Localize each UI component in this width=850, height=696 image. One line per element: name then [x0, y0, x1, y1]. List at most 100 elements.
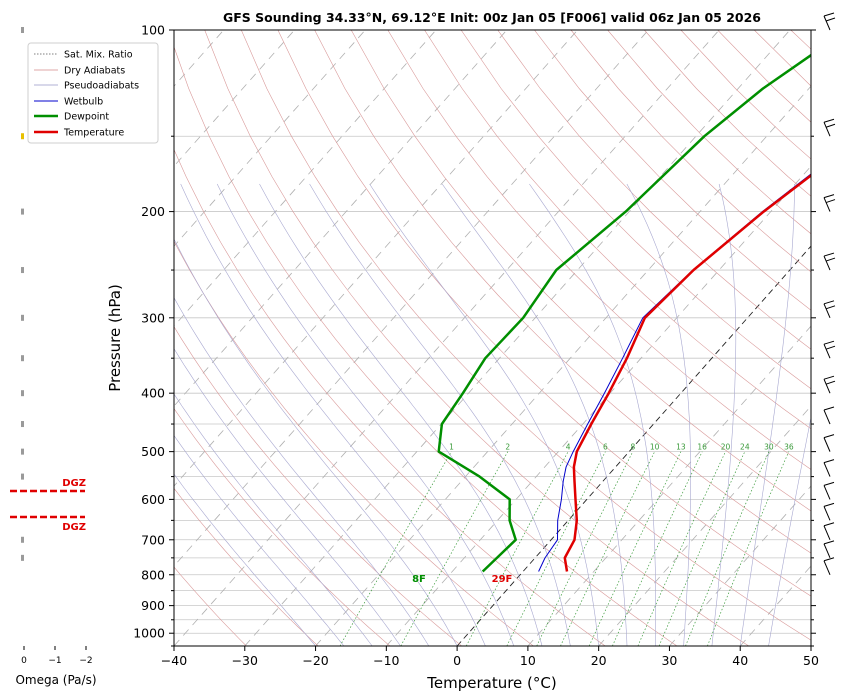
- dry-adiabat-line: [387, 30, 811, 470]
- dry-adiabat-line: [204, 30, 749, 646]
- wind-barb-flag: [823, 252, 835, 257]
- wind-barb-staff: [823, 409, 831, 425]
- x-axis-label: Temperature (°C): [426, 674, 556, 692]
- surface-temperature-label: 29F: [492, 574, 513, 585]
- isotherm-line: [527, 325, 811, 646]
- x-tick-label: −30: [232, 653, 258, 668]
- dry-adiabat-line: [277, 30, 811, 597]
- omega-bar: [21, 208, 24, 215]
- wind-barb: [823, 481, 835, 500]
- wind-barb: [823, 502, 835, 521]
- dgz-label-top: DGZ: [62, 478, 86, 489]
- isotherm-line: [456, 245, 811, 646]
- wind-barb-flag: [825, 257, 836, 262]
- mixing-ratio-label: 24: [740, 443, 750, 452]
- dry-adiabat-line: [753, 30, 811, 87]
- wind-barb-flag: [823, 194, 835, 199]
- wind-barb-flag: [823, 540, 835, 545]
- dry-adiabat-line: [174, 408, 391, 646]
- wind-barb-flag: [823, 12, 835, 17]
- legend-label-temperature: Temperature: [63, 128, 124, 139]
- dry-adiabat-line: [350, 30, 811, 512]
- pseudoadiabat-line: [369, 183, 599, 646]
- wind-barb-flag: [823, 118, 835, 123]
- legend-label-dry-adiabats: Dry Adiabats: [64, 66, 125, 77]
- mixing-ratio-label: 10: [650, 443, 660, 452]
- wind-barb: [823, 12, 836, 31]
- isotherm-line: [669, 485, 811, 646]
- mixing-ratio-line: [465, 451, 569, 646]
- isotherm-line: [174, 30, 578, 487]
- omega-bar: [21, 536, 24, 543]
- y-axis: 100 200 300 400 500 600 700 800 900 1000: [133, 23, 816, 647]
- wind-barb-flag: [825, 17, 836, 22]
- pseudoadiabat-line: [739, 183, 795, 646]
- pseudoadiabat-line: [174, 238, 458, 646]
- dry-adiabat-line: [570, 30, 811, 273]
- isotherm-line: [174, 30, 508, 407]
- omega-bar: [21, 355, 24, 362]
- y-tick-label: 700: [141, 532, 165, 547]
- omega-tick-label-0: 0: [21, 656, 27, 666]
- isotherm-line: [386, 165, 811, 646]
- wind-barb-staff: [823, 122, 831, 137]
- omega-bar: [21, 554, 24, 561]
- dry-adiabat-line: [174, 326, 462, 646]
- mixing-ratio-label: 4: [566, 443, 571, 452]
- wind-barb: [823, 194, 836, 212]
- wetbulb-line: [538, 173, 811, 572]
- wind-barb-staff: [823, 303, 831, 319]
- wind-barb: [823, 459, 835, 477]
- wind-barb-staff: [823, 197, 831, 212]
- pseudoadiabat-line: [174, 297, 430, 646]
- wind-barb-staff: [823, 525, 831, 540]
- wind-barb-staff: [823, 462, 831, 477]
- dewpoint-line: [437, 53, 811, 573]
- x-tick-label: 50: [803, 653, 819, 668]
- wind-barb-flag: [823, 481, 835, 486]
- wind-barb-staff: [823, 15, 831, 31]
- wind-barb-staff: [823, 343, 831, 359]
- dry-adiabat-line: [174, 487, 319, 646]
- y-tick-label: 500: [141, 444, 165, 459]
- legend-label-wetbulb: Wetbulb: [64, 97, 103, 108]
- mixing-ratio-label: 20: [721, 443, 731, 452]
- pseudoadiabat-line: [174, 473, 316, 646]
- isotherm-line: [174, 30, 720, 646]
- omega-bar: [21, 314, 24, 321]
- isotherm-line: [174, 30, 649, 567]
- x-tick-label: 20: [591, 653, 607, 668]
- dry-adiabat-line: [424, 30, 811, 430]
- dry-adiabat-line: [174, 46, 678, 646]
- wind-barb: [823, 557, 835, 575]
- omega-bar: [21, 421, 24, 428]
- wind-barb-flag: [825, 305, 836, 310]
- profile-lines: [437, 53, 811, 573]
- wind-barb: [823, 434, 835, 452]
- pseudoadiabat-line: [174, 393, 373, 646]
- isotherm-line: [739, 565, 811, 646]
- dry-adiabat-line: [241, 30, 811, 641]
- y-tick-label: 100: [141, 23, 165, 38]
- dry-adiabat-line: [314, 30, 811, 554]
- legend-label-pseudoadiabats: Pseudoadiabats: [64, 81, 139, 92]
- wind-barbs: [823, 12, 836, 575]
- dry-adiabat-line: [828, 30, 850, 646]
- wind-barb-flag: [823, 375, 835, 380]
- plot-frame: [173, 29, 812, 647]
- pseudoadiabat-line: [259, 183, 543, 646]
- wind-barb-staff: [823, 506, 831, 521]
- mixing-ratio-label: 1: [449, 443, 454, 452]
- dry-adiabat-line: [174, 240, 534, 646]
- legend-box: [27, 42, 159, 144]
- pseudoadiabat-line: [309, 183, 571, 646]
- dry-adiabat-line: [174, 566, 247, 646]
- mixing-ratio-line: [560, 451, 656, 646]
- mixing-ratio-line: [707, 451, 790, 646]
- wind-barb-flag: [825, 123, 836, 128]
- mixing-ratio-label: 8: [630, 443, 635, 452]
- legend-label-mixing-ratio: Sat. Mix. Ratio: [64, 50, 133, 61]
- x-tick-label: 40: [732, 653, 748, 668]
- isotherm-line: [315, 85, 811, 646]
- pseudoadiabat-line: [768, 416, 811, 646]
